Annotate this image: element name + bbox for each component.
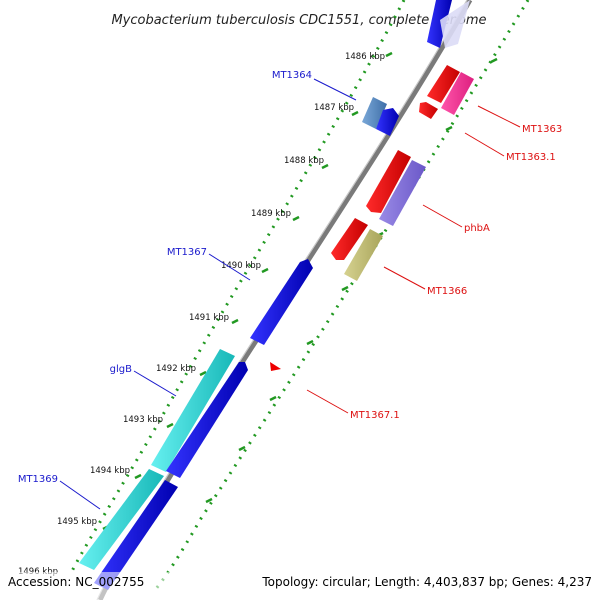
gene-label-mt1366[interactable]: MT1366 <box>427 286 467 297</box>
tick-label: 1487 kbp <box>314 103 354 113</box>
gene-block-mt1364[interactable] <box>362 97 387 129</box>
gene-labels: MT1364 MT1367 glgB MT1369 MT1363 MT1363.… <box>18 70 562 485</box>
tick-label: 1491 kbp <box>189 313 229 323</box>
gene-label-mt1364[interactable]: MT1364 <box>272 70 312 81</box>
gene-arrow[interactable] <box>366 150 411 213</box>
tick-label: 1493 kbp <box>123 415 163 425</box>
gene-block-mt1366[interactable] <box>344 229 383 281</box>
gene-marker-mt1367-1[interactable] <box>270 362 281 371</box>
footer-topology: Topology: circular; Length: 4,403,837 bp… <box>261 575 592 589</box>
gene-label-phba[interactable]: phbA <box>464 223 490 234</box>
gene-label-mt1367-1[interactable]: MT1367.1 <box>350 410 400 421</box>
footer-accession: Accession: NC_002755 <box>8 575 144 589</box>
gene-arrow-selection-highlight <box>440 0 470 48</box>
gene-block-mt1369[interactable] <box>79 469 164 570</box>
tick-label: 1492 kbp <box>156 364 196 374</box>
gene-arrow-mt1363[interactable] <box>427 65 460 103</box>
gene-label-mt1363-1[interactable]: MT1363.1 <box>506 152 556 163</box>
gene-label-mt1367[interactable]: MT1367 <box>167 247 207 258</box>
gene-label-glgb[interactable]: glgB <box>110 364 132 375</box>
gene-arrow[interactable] <box>166 362 248 478</box>
forward-strand-genes <box>79 0 470 590</box>
gene-label-mt1363[interactable]: MT1363 <box>522 124 562 135</box>
outer-tick-track <box>68 0 406 576</box>
inner-tick-track <box>153 0 530 591</box>
gene-label-mt1369[interactable]: MT1369 <box>18 474 58 485</box>
gene-arrow[interactable] <box>331 218 368 260</box>
tick-label: 1489 kbp <box>251 209 291 219</box>
footer-backdrop <box>0 572 600 600</box>
kbp-tick-labels: 1486 kbp 1487 kbp 1488 kbp 1489 kbp 1490… <box>18 52 385 577</box>
gene-block-phba[interactable] <box>379 160 426 226</box>
gene-block-mt1363-1[interactable] <box>441 72 474 115</box>
tick-label: 1488 kbp <box>284 156 324 166</box>
gene-arrow-mt1367[interactable] <box>250 259 313 345</box>
tick-label: 1494 kbp <box>90 466 130 476</box>
tick-label: 1490 kbp <box>221 261 261 271</box>
gene-arrow[interactable] <box>427 0 452 48</box>
gene-arrow[interactable] <box>94 480 178 590</box>
gene-arrow[interactable] <box>376 108 399 136</box>
major-tick-marks <box>102 51 498 531</box>
tick-label: 1486 kbp <box>345 52 385 62</box>
reverse-strand-genes <box>270 65 474 371</box>
gene-block-glgb[interactable] <box>151 349 235 472</box>
map-title: Mycobacterium tuberculosis CDC1551, comp… <box>111 13 486 28</box>
gene-arrow-tip[interactable] <box>419 102 438 119</box>
label-leaders <box>59 78 521 510</box>
tick-label: 1495 kbp <box>57 517 97 527</box>
